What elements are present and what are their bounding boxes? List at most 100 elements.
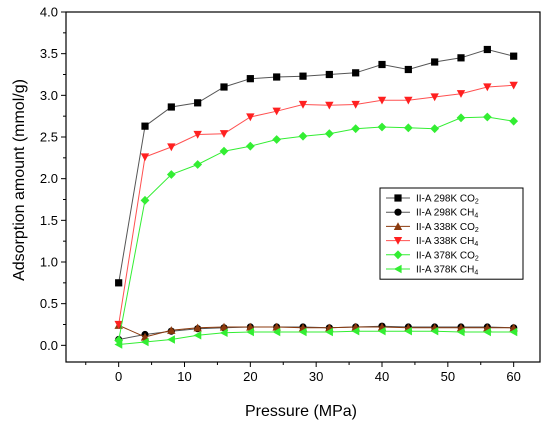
data-point-series-1 — [141, 122, 149, 130]
data-point-series-1 — [352, 69, 360, 77]
data-point-series-3 — [219, 322, 229, 331]
y-tick-label: 2.0 — [40, 171, 58, 186]
legend-marker — [393, 264, 402, 274]
data-point-series-5 — [166, 170, 176, 179]
data-point-series-4 — [140, 153, 150, 162]
data-point-series-4 — [167, 143, 176, 152]
legend-marker — [394, 194, 402, 202]
data-point-series-6 — [140, 337, 149, 347]
legend-marker — [393, 222, 403, 230]
data-point-series-1 — [404, 65, 412, 74]
data-point-series-6 — [114, 340, 123, 349]
data-point-series-4 — [456, 90, 466, 98]
data-point-series-4 — [246, 113, 255, 122]
data-point-series-3 — [167, 326, 176, 334]
data-point-series-1 — [431, 58, 439, 66]
y-tick-label: 3.0 — [40, 88, 58, 103]
legend-entry-6: II-A 378K CH4 — [416, 265, 478, 277]
x-tick-label: 60 — [506, 369, 520, 384]
data-point-series-4 — [509, 81, 518, 90]
data-point-series-4 — [430, 93, 439, 102]
data-point-series-5 — [245, 141, 255, 151]
data-point-series-6 — [351, 326, 360, 336]
data-point-series-1 — [194, 99, 202, 107]
data-point-series-1 — [115, 279, 123, 287]
legend-entry-2: II-A 298K CH4 — [416, 208, 478, 220]
y-tick-label: 0.5 — [40, 296, 58, 311]
y-tick-label: 1.5 — [40, 213, 58, 228]
data-point-series-6 — [509, 327, 518, 337]
legend-entry-3: II-A 338K CO2 — [416, 222, 479, 234]
x-tick-label: 50 — [441, 369, 455, 384]
data-point-series-6 — [272, 327, 281, 337]
legend-marker — [393, 250, 403, 260]
data-point-series-5 — [482, 112, 492, 122]
data-point-series-6 — [404, 326, 412, 336]
series-line-1 — [118, 48, 514, 283]
data-point-series-1 — [167, 103, 175, 111]
data-point-series-1 — [457, 54, 465, 62]
data-point-series-1 — [246, 75, 254, 83]
data-point-series-4 — [193, 130, 202, 139]
data-point-series-6 — [456, 327, 465, 337]
data-point-series-6 — [246, 327, 254, 337]
legend-marker — [394, 208, 402, 216]
data-point-series-5 — [430, 124, 440, 134]
data-point-series-1 — [299, 72, 307, 80]
y-tick-label: 2.5 — [40, 130, 58, 145]
y-axis-title: Adsorption amount (mmol/g) — [11, 79, 28, 281]
data-point-series-6 — [377, 326, 386, 336]
legend-marker — [393, 237, 403, 245]
data-point-series-4 — [483, 83, 492, 92]
data-point-series-5 — [456, 113, 466, 123]
data-point-series-1 — [483, 45, 491, 54]
data-point-series-5 — [272, 135, 282, 144]
data-point-series-4 — [351, 100, 360, 109]
data-point-series-4 — [298, 100, 308, 109]
data-point-series-5 — [219, 146, 229, 156]
x-axis-title: Pressure (MPa) — [245, 403, 357, 420]
y-tick-label: 3.5 — [40, 46, 58, 61]
data-point-series-5 — [377, 122, 387, 132]
plot-area: 0 10 20 30 40 50 60 0.0 0.5 1.0 1.5 2.0 2.5 3.0 3.5 4.0 — [40, 5, 541, 384]
data-point-series-5 — [403, 123, 413, 133]
series-line-4 — [118, 84, 514, 325]
legend: II-A 298K CO2 II-A 298K CH4 II-A 338K CO2 I… — [379, 187, 524, 280]
data-point-series-4 — [219, 130, 229, 138]
data-point-series-6 — [483, 327, 491, 337]
legend-entry-1: II-A 298K CO2 — [416, 194, 479, 206]
x-tick-label: 10 — [177, 369, 191, 384]
data-point-series-1 — [325, 70, 333, 79]
data-point-series-4 — [325, 101, 334, 110]
data-point-series-6 — [325, 327, 333, 337]
data-point-series-6 — [167, 335, 175, 344]
y-tick-label: 4.0 — [40, 5, 58, 20]
y-tick-label: 1.0 — [40, 255, 58, 270]
data-point-series-5 — [298, 131, 308, 141]
data-point-series-6 — [298, 327, 307, 337]
data-point-series-5 — [193, 160, 203, 169]
x-tick-label: 40 — [375, 369, 389, 384]
data-point-series-1 — [273, 73, 281, 81]
x-tick-label: 30 — [309, 369, 323, 384]
series-line-6 — [118, 330, 514, 345]
data-point-series-3 — [193, 323, 202, 332]
data-point-series-5 — [509, 116, 519, 126]
data-point-series-1 — [220, 83, 228, 91]
series-line-3 — [118, 324, 514, 338]
data-point-series-4 — [404, 96, 413, 105]
data-point-series-1 — [378, 60, 386, 69]
legend-entry-4: II-A 338K CH4 — [416, 236, 478, 248]
data-point-series-5 — [324, 129, 334, 139]
x-tick-label: 20 — [243, 369, 257, 384]
data-point-series-4 — [377, 96, 387, 105]
data-point-series-1 — [510, 52, 518, 60]
data-point-series-4 — [114, 320, 123, 329]
data-point-series-5 — [351, 124, 361, 134]
data-point-series-6 — [193, 331, 202, 340]
legend-entry-5: II-A 378K CO2 — [416, 250, 479, 262]
series-line-5 — [118, 116, 514, 341]
data-point-series-4 — [272, 107, 281, 116]
plot-frame — [65, 11, 541, 363]
